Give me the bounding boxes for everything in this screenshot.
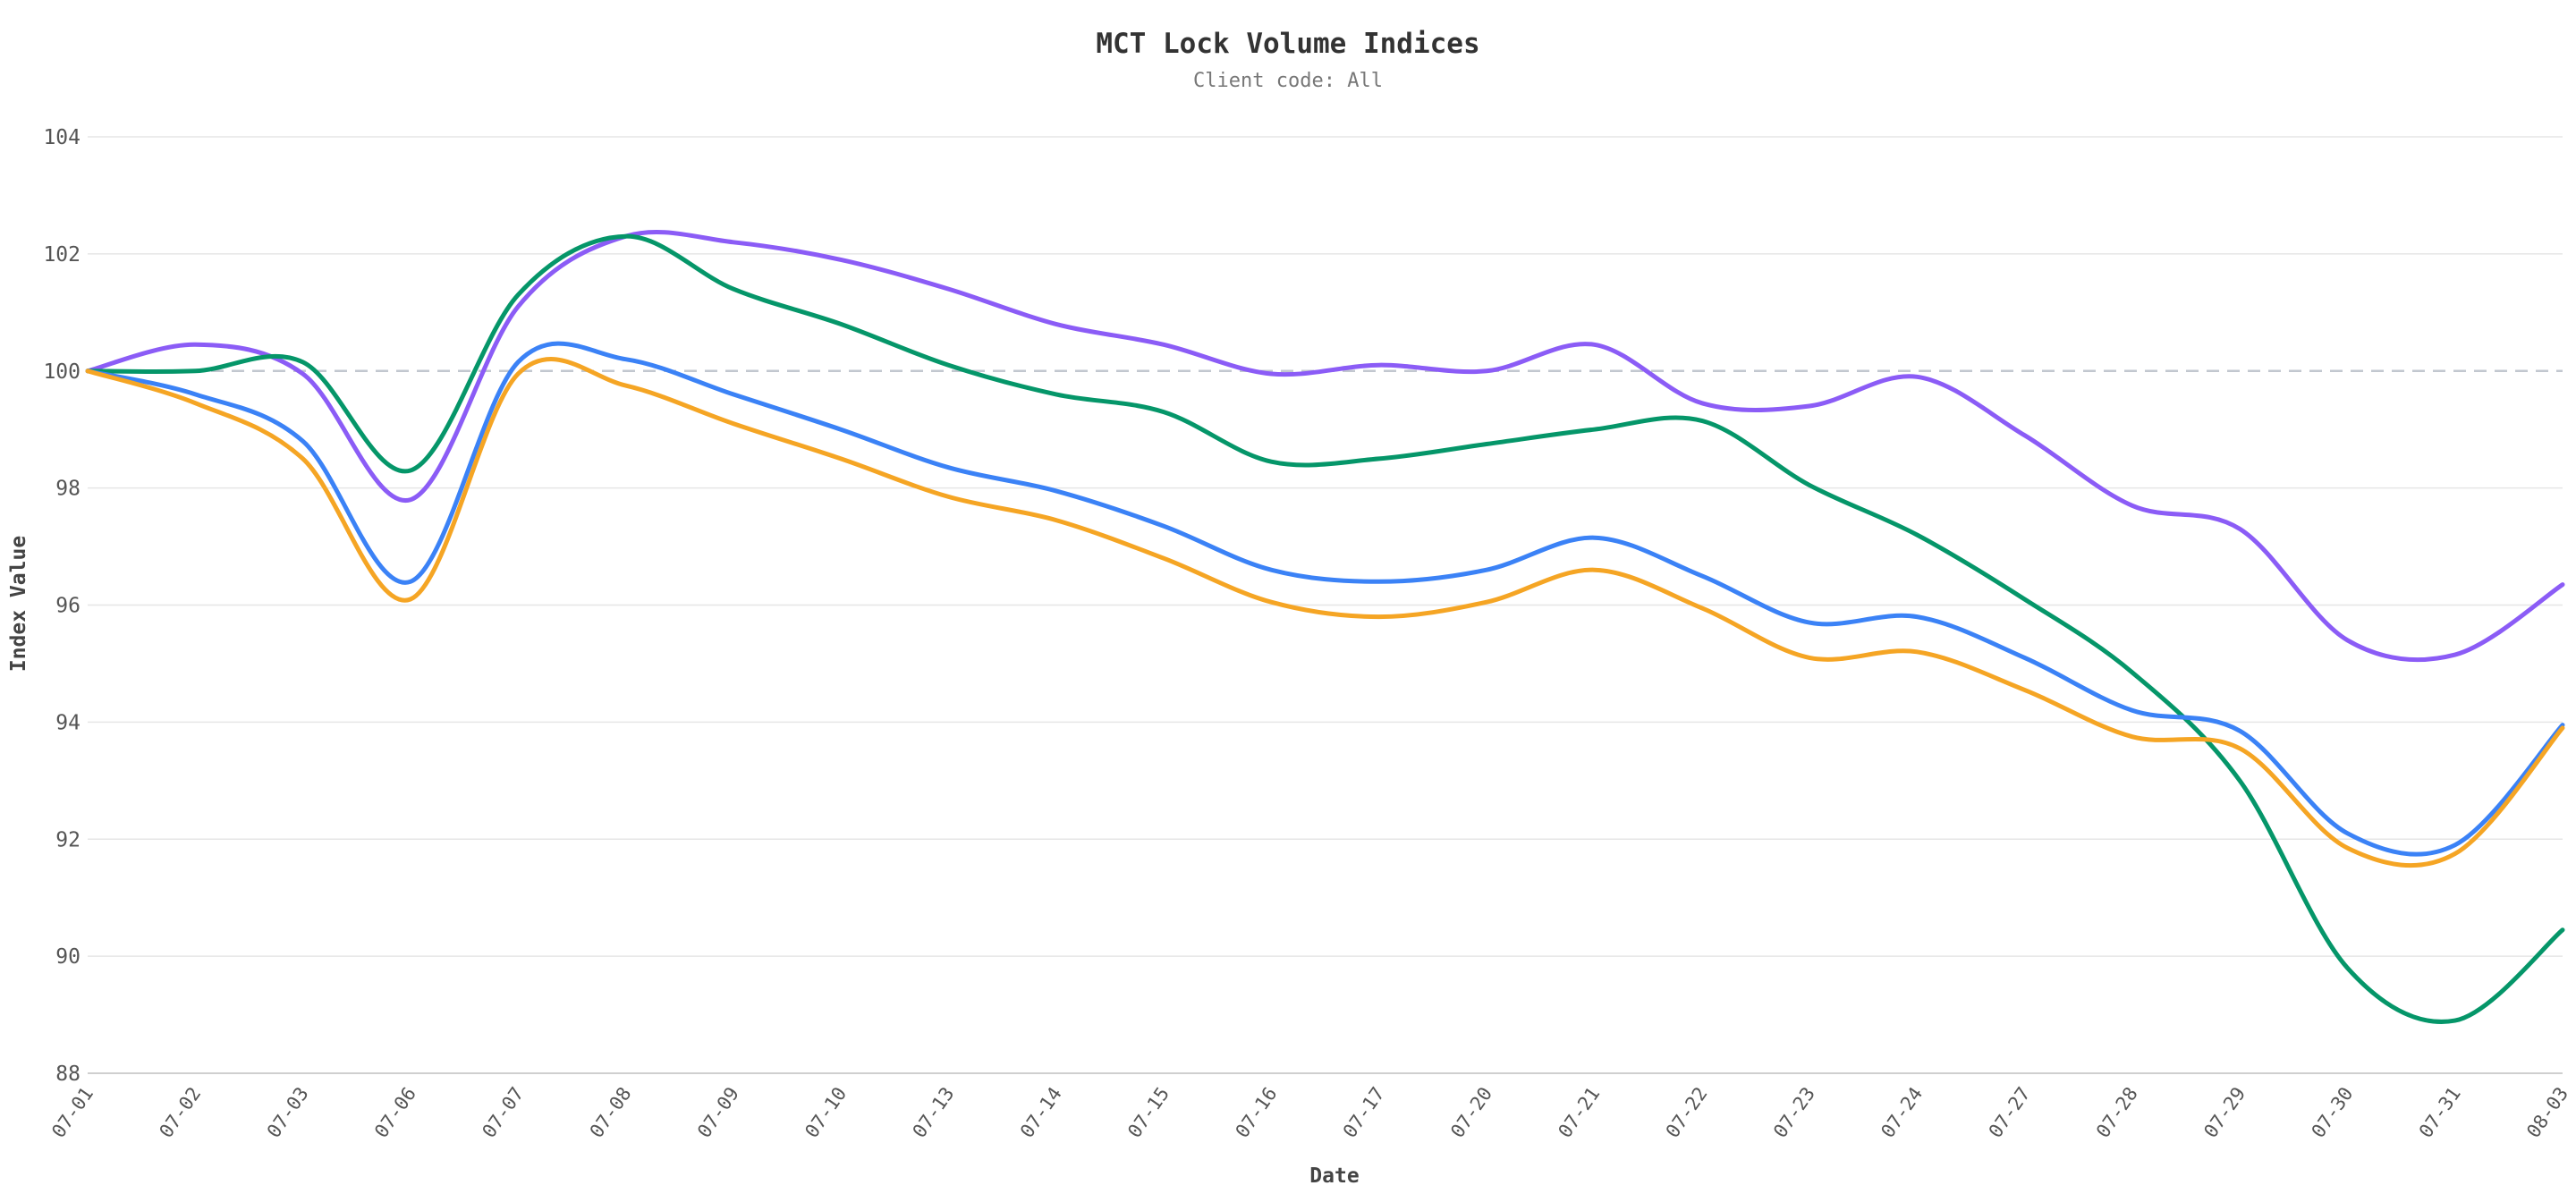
x-tick-label: 07-10 [801,1083,851,1142]
x-tick-label: 07-07 [478,1083,528,1142]
y-tick-label: 92 [55,828,80,851]
x-tick-label: 07-24 [1877,1083,1927,1142]
x-tick-label: 07-21 [1554,1083,1604,1142]
x-axis-ticks: 07-01 07-02 07-03 07-06 07-07 07-08 07-09 07-10… [47,1083,2572,1142]
x-tick-label: 07-02 [155,1083,205,1142]
x-tick-label: 07-23 [1769,1083,1819,1142]
y-tick-label: 90 [55,945,80,969]
x-tick-label: 07-09 [693,1083,743,1142]
x-axis-label: Date [1309,1164,1359,1188]
y-tick-label: 88 [55,1063,80,1086]
series-line-1 [85,230,2565,663]
x-tick-label: 07-08 [586,1083,636,1142]
y-tick-label: 102 [43,243,80,267]
x-tick-label: 07-03 [263,1083,313,1142]
y-tick-label: 100 [43,360,80,384]
x-tick-label: 07-27 [1985,1083,2035,1142]
series-line-4 [85,357,2565,868]
chart-title: MCT Lock Volume Indices [1096,28,1479,60]
y-axis-label: Index Value [7,536,30,672]
chart-subtitle: Client code: All [1193,70,1383,92]
gridlines [88,136,2563,957]
x-tick-label: 08-03 [2522,1083,2572,1142]
x-tick-label: 07-22 [1662,1083,1712,1142]
y-tick-label: 94 [55,711,80,734]
x-tick-label: 07-15 [1123,1083,1174,1142]
series-lines [85,230,2565,1024]
x-tick-label: 07-29 [2199,1083,2250,1142]
x-tick-label: 07-13 [909,1083,959,1142]
x-tick-label: 07-01 [47,1083,97,1142]
x-tick-label: 07-28 [2092,1083,2142,1142]
y-tick-label: 96 [55,595,80,618]
y-tick-label: 104 [43,126,80,149]
x-tick-label: 07-31 [2415,1083,2465,1142]
x-tick-label: 07-06 [370,1083,420,1142]
y-axis-ticks: 88 90 92 94 96 98 100 102 104 [43,126,80,1086]
y-tick-label: 98 [55,478,80,501]
x-tick-label: 07-17 [1339,1083,1389,1142]
x-tick-label: 07-16 [1232,1083,1282,1142]
series-line-2 [85,233,2565,1024]
x-tick-label: 07-14 [1016,1083,1066,1142]
x-tick-label: 07-30 [2308,1083,2358,1142]
x-tick-label: 07-20 [1446,1083,1496,1142]
series-line-3 [85,341,2565,857]
